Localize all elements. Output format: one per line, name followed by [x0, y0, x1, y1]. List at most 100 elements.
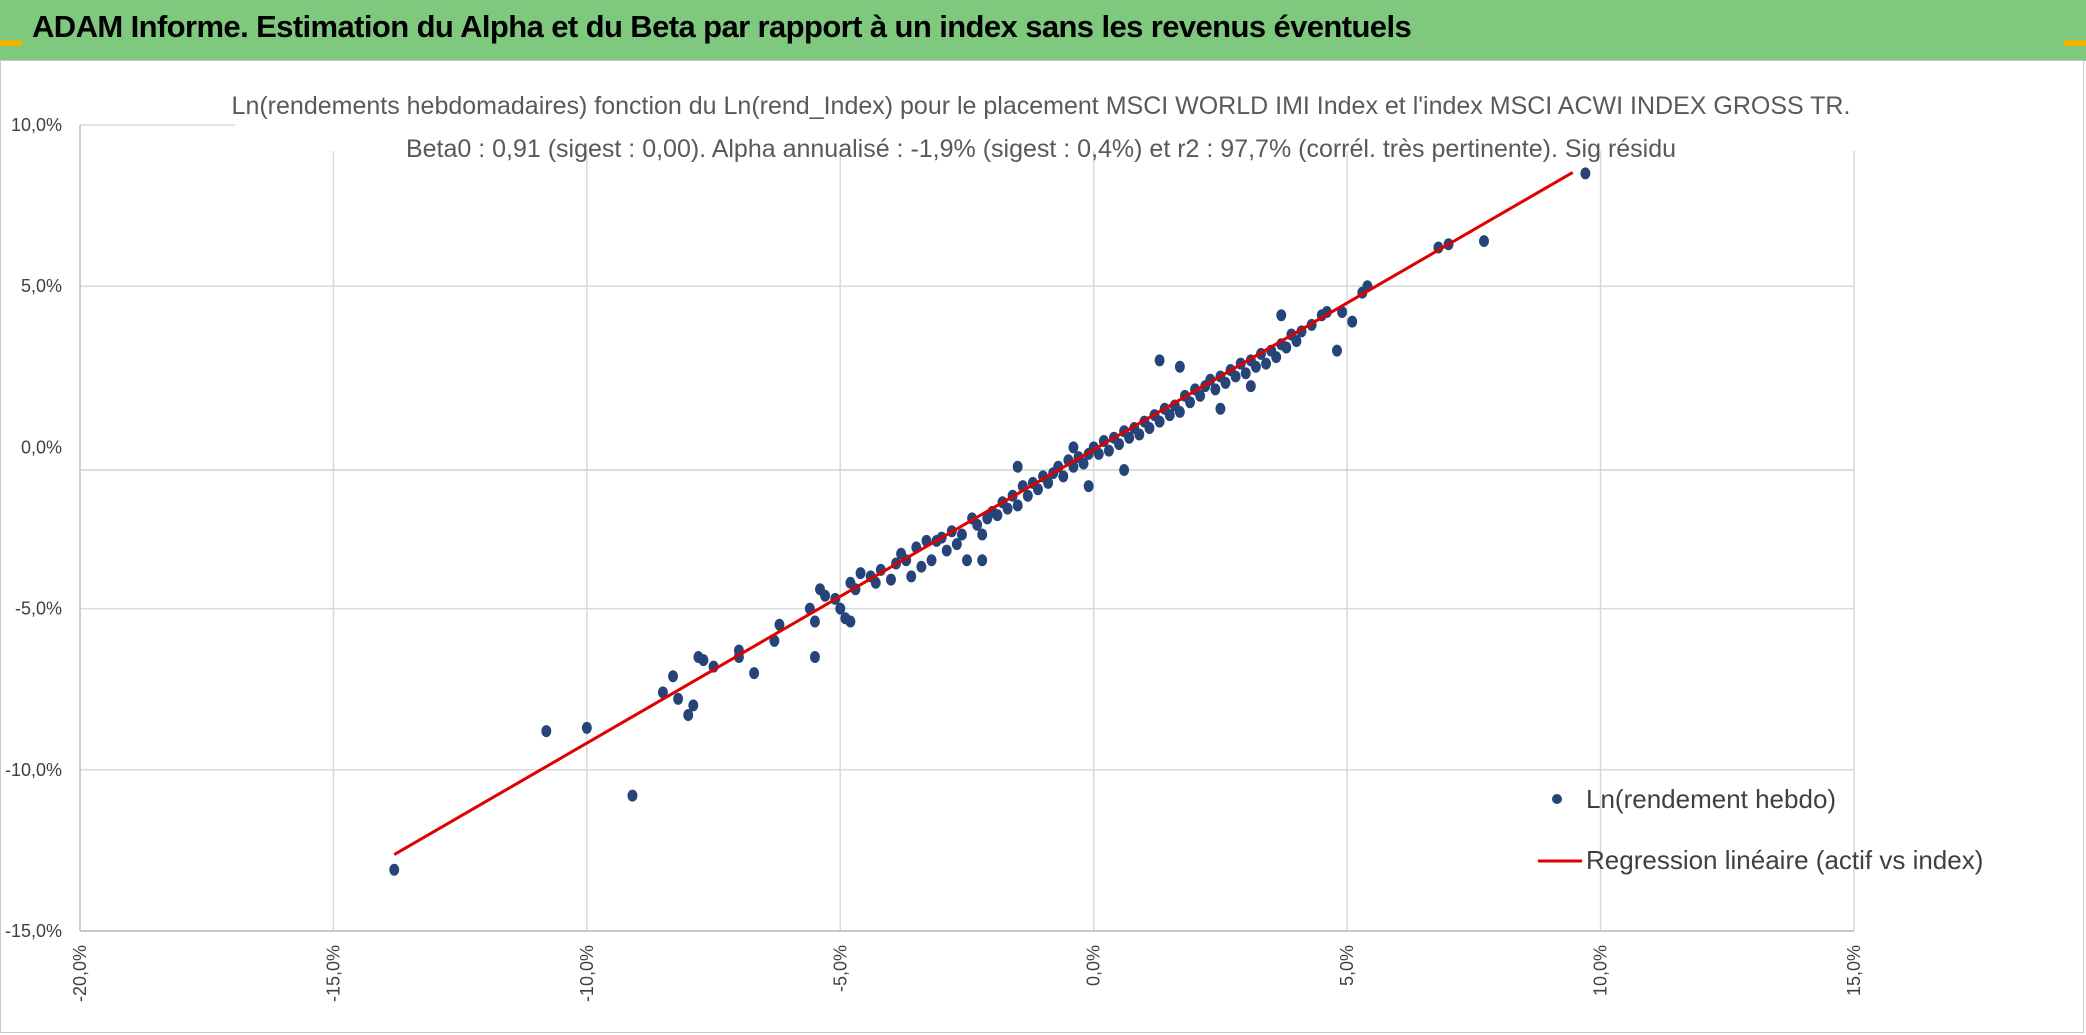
scatter-point	[992, 509, 1003, 522]
scatter-point	[1058, 470, 1069, 483]
scatter-point	[1240, 367, 1251, 380]
axes	[79, 125, 1854, 932]
scatter-point	[926, 554, 937, 567]
page-title: ADAM Informe. Estimation du Alpha et du …	[32, 9, 1412, 44]
header-bar: ADAM Informe. Estimation du Alpha et du …	[0, 0, 2086, 61]
scatter-point	[1245, 380, 1256, 393]
scatter-point	[1332, 344, 1343, 357]
scatter-point	[698, 654, 709, 667]
scatter-point	[1291, 335, 1302, 348]
scatter-point	[1174, 405, 1185, 418]
x-tick-label: 5,0%	[1337, 945, 1357, 986]
scatter-point	[657, 686, 668, 699]
scatter-point	[1261, 357, 1272, 370]
scatter-point	[1230, 370, 1241, 383]
scatter-point	[820, 589, 831, 602]
regression-line-group	[393, 171, 1574, 856]
scatter-point	[1002, 502, 1013, 515]
scatter-point	[688, 699, 699, 712]
scatter-point	[809, 615, 820, 628]
scatter-point	[1093, 447, 1104, 460]
scatter-point	[1478, 235, 1489, 248]
y-tick-label: -5,0%	[15, 599, 62, 619]
scatter-point	[1276, 309, 1287, 322]
scatter-point	[1215, 402, 1226, 415]
scatter-point	[581, 721, 592, 734]
x-tick-label: 15,0%	[1844, 945, 1864, 996]
scatter-point	[541, 725, 552, 738]
scatter-point	[683, 708, 694, 721]
scatter-point	[1134, 428, 1145, 441]
scatter-point	[774, 618, 785, 631]
legend-label-line: Regression linéaire (actif vs index)	[1586, 845, 1983, 875]
scatter-point	[916, 560, 927, 573]
scatter-point	[1185, 396, 1196, 409]
scatter-point	[1083, 480, 1094, 493]
chart-frame	[0, 60, 2084, 1033]
scatter-point	[1068, 441, 1079, 454]
scatter-point	[962, 554, 972, 567]
scatter-point	[809, 650, 820, 663]
scatter-point	[1347, 315, 1358, 328]
scatter-point	[1119, 463, 1130, 476]
scatter-point	[1144, 422, 1155, 435]
scatter-point	[885, 573, 896, 586]
scatter-point	[1164, 409, 1175, 422]
chart-subtitle: Beta0 : 0,91 (sigest : 0,00). Alpha annu…	[406, 135, 1676, 163]
scatter-point	[1154, 354, 1165, 367]
scatter-point	[1043, 476, 1054, 489]
x-tick-label: 10,0%	[1591, 945, 1611, 996]
scatter-point	[845, 615, 856, 628]
scatter-point	[870, 576, 881, 589]
scatter-point	[1022, 489, 1033, 502]
scatter-point	[389, 863, 400, 876]
scatter-point	[1250, 360, 1261, 373]
scatter-point	[749, 667, 760, 680]
scatter-point	[668, 670, 679, 683]
scatter-point	[769, 634, 780, 647]
scatter-point	[1580, 167, 1591, 180]
scatter-point	[627, 789, 638, 802]
y-tick-label: -10,0%	[5, 760, 62, 780]
scatter-point	[1103, 444, 1114, 457]
scatter-point	[1078, 457, 1089, 470]
scatter-point	[977, 528, 988, 541]
scatter-point	[835, 602, 846, 615]
legend-label-scatter: Ln(rendement hebdo)	[1586, 784, 1836, 814]
scatter-point	[1174, 360, 1185, 373]
x-tick-label: -10,0%	[577, 945, 597, 1002]
scatter-point	[1032, 483, 1043, 496]
legend-marker-scatter	[1552, 794, 1562, 804]
scatter-point	[972, 518, 983, 531]
scatter-point	[1114, 438, 1125, 451]
scatter-point	[1281, 341, 1292, 354]
scatter-point	[1210, 383, 1221, 396]
regression-line	[393, 171, 1574, 856]
scatter-point	[855, 567, 866, 580]
chart-title: Ln(rendements hebdomadaires) fonction du…	[232, 92, 1851, 120]
tick-labels: -20,0% -15,0% -10,0% -5,0% 0,0% 5,0% 10,0% 15,0…	[5, 115, 1864, 1002]
scatter-point	[1012, 460, 1023, 473]
scatter-point	[1220, 376, 1231, 389]
scatter-point	[977, 554, 988, 567]
y-tick-label: -15,0%	[5, 921, 62, 941]
corner-marker-right	[2064, 40, 2086, 46]
scatter-point	[1154, 415, 1165, 428]
corner-marker-left	[0, 40, 22, 46]
title-background	[235, 85, 1855, 151]
scatter-point	[1124, 431, 1135, 444]
scatter-point	[1195, 389, 1206, 402]
scatter-point	[951, 538, 962, 551]
scatter-point	[941, 544, 952, 557]
y-tick-label: 0,0%	[21, 437, 62, 457]
y-tick-label: 10,0%	[11, 115, 62, 135]
x-tick-label: -15,0%	[323, 945, 343, 1002]
y-tick-label: 5,0%	[21, 276, 62, 296]
x-tick-label: -5,0%	[830, 945, 850, 992]
scatter-point	[1271, 351, 1282, 364]
scatter-point	[1012, 499, 1023, 512]
scatter-point	[906, 570, 917, 583]
x-tick-label: 0,0%	[1084, 945, 1104, 986]
legend: Ln(rendement hebdo) Regression linéaire …	[1538, 784, 1983, 875]
